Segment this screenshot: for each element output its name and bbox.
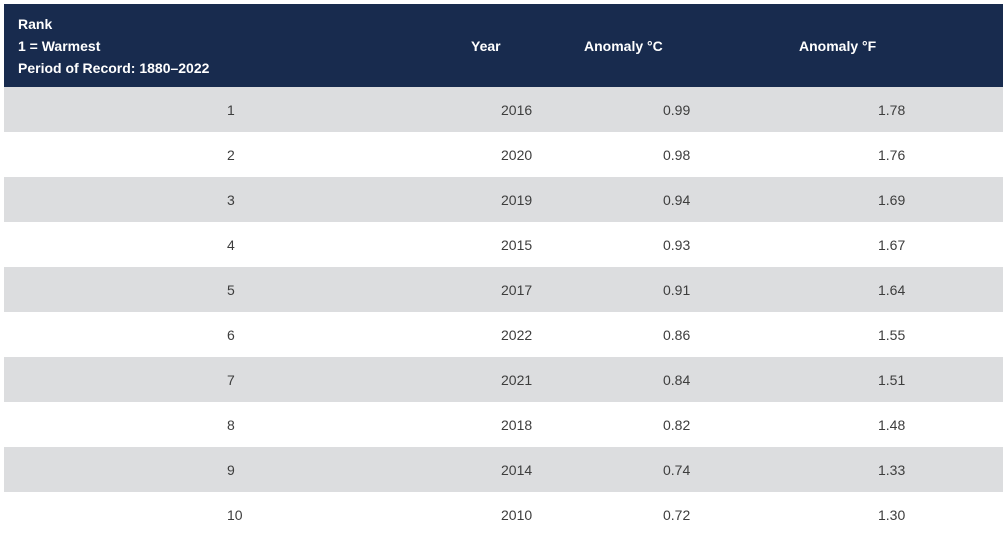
- year-cell: 2015: [501, 236, 533, 253]
- table-row: 6 2022 0.86 1.55: [4, 312, 1003, 357]
- table-row: 9 2014 0.74 1.33: [4, 447, 1003, 492]
- rank-cell: 2: [227, 146, 235, 163]
- table-row: 1 2016 0.99 1.78: [4, 87, 1003, 132]
- rank-cell: 3: [227, 191, 235, 208]
- anomaly-c-cell: 0.98: [663, 146, 691, 163]
- table-row: 3 2019 0.94 1.69: [4, 177, 1003, 222]
- table-row: 4 2015 0.93 1.67: [4, 222, 1003, 267]
- table-row: 5 2017 0.91 1.64: [4, 267, 1003, 312]
- rank-cell: 8: [227, 416, 235, 433]
- anomaly-f-cell: 1.69: [878, 191, 906, 208]
- anomaly-f-cell: 1.64: [878, 281, 906, 298]
- rank-header-note: 1 = Warmest: [18, 37, 101, 54]
- anomaly-c-cell: 0.93: [663, 236, 691, 253]
- anomaly-f-cell: 1.30: [878, 506, 906, 523]
- year-cell: 2016: [501, 101, 533, 118]
- period-of-record-label: Period of Record: 1880–2022: [18, 59, 210, 76]
- table-row: 2 2020 0.98 1.76: [4, 132, 1003, 177]
- year-column-header: Year: [471, 37, 501, 54]
- anomaly-c-cell: 0.99: [663, 101, 691, 118]
- year-cell: 2017: [501, 281, 533, 298]
- anomaly-f-cell: 1.48: [878, 416, 906, 433]
- anomaly-f-column-header: Anomaly °F: [799, 37, 877, 54]
- rank-header-label: Rank: [18, 15, 53, 32]
- year-cell: 2014: [501, 461, 533, 478]
- anomaly-f-cell: 1.67: [878, 236, 906, 253]
- anomaly-c-cell: 0.82: [663, 416, 691, 433]
- table-row: 10 2010 0.72 1.30: [4, 492, 1003, 537]
- anomaly-f-cell: 1.33: [878, 461, 906, 478]
- rank-cell: 7: [227, 371, 235, 388]
- year-cell: 2018: [501, 416, 533, 433]
- year-cell: 2021: [501, 371, 533, 388]
- rank-cell: 5: [227, 281, 235, 298]
- anomaly-c-cell: 0.72: [663, 506, 691, 523]
- anomaly-f-cell: 1.51: [878, 371, 906, 388]
- anomaly-c-column-header: Anomaly °C: [584, 37, 663, 54]
- rank-cell: 6: [227, 326, 235, 343]
- table-header-row: Rank 1 = Warmest Period of Record: 1880–…: [4, 4, 1003, 87]
- year-cell: 2020: [501, 146, 533, 163]
- warmest-years-table-container: Rank 1 = Warmest Period of Record: 1880–…: [4, 4, 1003, 537]
- anomaly-c-cell: 0.91: [663, 281, 691, 298]
- anomaly-c-cell: 0.86: [663, 326, 691, 343]
- rank-column-header: Rank 1 = Warmest Period of Record: 1880–…: [4, 4, 468, 87]
- table-row: 8 2018 0.82 1.48: [4, 402, 1003, 447]
- warmest-years-table: Rank 1 = Warmest Period of Record: 1880–…: [4, 4, 1003, 537]
- year-cell: 2010: [501, 506, 533, 523]
- rank-cell: 10: [227, 506, 243, 523]
- anomaly-c-cell: 0.84: [663, 371, 691, 388]
- rank-cell: 4: [227, 236, 235, 253]
- rank-cell: 1: [227, 101, 235, 118]
- anomaly-c-cell: 0.74: [663, 461, 691, 478]
- anomaly-f-cell: 1.78: [878, 101, 906, 118]
- anomaly-f-cell: 1.76: [878, 146, 906, 163]
- table-row: 7 2021 0.84 1.51: [4, 357, 1003, 402]
- anomaly-f-cell: 1.55: [878, 326, 906, 343]
- anomaly-c-cell: 0.94: [663, 191, 691, 208]
- year-cell: 2022: [501, 326, 533, 343]
- year-cell: 2019: [501, 191, 533, 208]
- rank-cell: 9: [227, 461, 235, 478]
